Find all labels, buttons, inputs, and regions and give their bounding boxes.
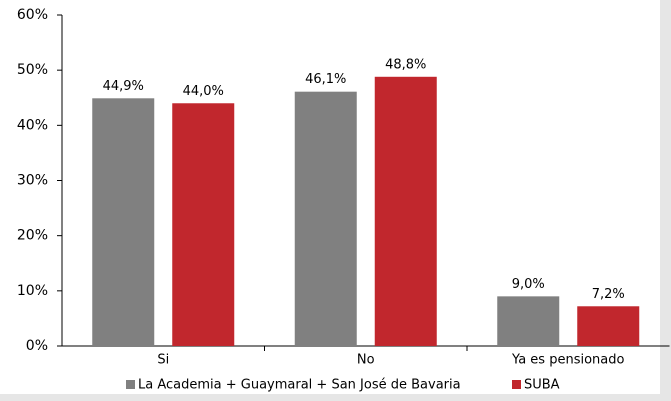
legend-label: La Academia + Guaymaral + San José de Ba…	[138, 378, 461, 393]
value-label: 9,0%	[512, 277, 545, 292]
y-tick-label: 60%	[17, 7, 48, 23]
y-tick-label: 30%	[17, 173, 48, 189]
x-tick-label: Si	[157, 353, 169, 368]
value-label: 48,8%	[385, 57, 426, 72]
bar	[374, 76, 437, 346]
bar	[577, 306, 640, 346]
bar	[497, 296, 560, 346]
x-tick-label: No	[357, 353, 375, 368]
bar	[294, 91, 357, 346]
value-label: 44,9%	[103, 79, 144, 94]
y-tick-label: 10%	[17, 283, 48, 299]
bar	[172, 103, 235, 347]
value-label: 46,1%	[305, 72, 346, 87]
y-tick-label: 50%	[17, 62, 48, 78]
legend-label: SUBA	[524, 378, 560, 393]
value-label: 7,2%	[592, 287, 625, 302]
y-tick-label: 0%	[26, 338, 48, 354]
y-tick-label: 20%	[17, 228, 48, 244]
value-label: 44,0%	[183, 84, 224, 99]
legend-swatch	[512, 380, 521, 389]
bar	[92, 98, 155, 346]
x-tick-label: Ya es pensionado	[511, 353, 624, 368]
legend-swatch	[126, 380, 135, 389]
y-tick-label: 40%	[17, 117, 48, 133]
